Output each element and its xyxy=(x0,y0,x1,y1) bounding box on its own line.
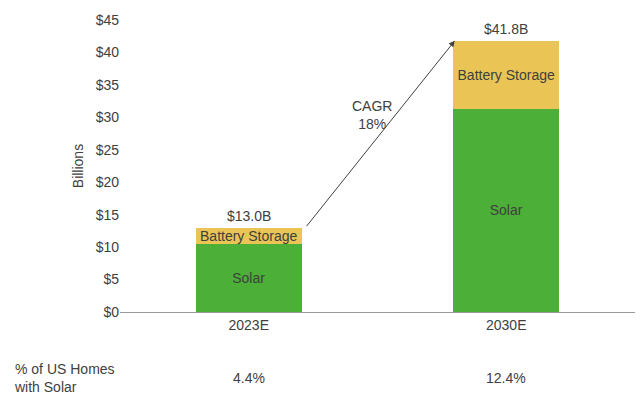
svg-text:4.4%: 4.4% xyxy=(233,370,265,386)
svg-text:2023E: 2023E xyxy=(229,317,269,333)
svg-text:$20: $20 xyxy=(96,174,120,190)
svg-text:% of US Homeswith Solar: % of US Homeswith Solar xyxy=(14,361,115,395)
svg-text:Solar: Solar xyxy=(490,202,523,218)
svg-text:Battery Storage: Battery Storage xyxy=(458,67,555,83)
svg-text:$40: $40 xyxy=(96,44,120,60)
svg-text:CAGR18%: CAGR18% xyxy=(352,98,392,132)
svg-text:$0: $0 xyxy=(103,304,119,320)
svg-text:$45: $45 xyxy=(96,12,120,28)
svg-text:$25: $25 xyxy=(96,142,120,158)
svg-text:$35: $35 xyxy=(96,77,120,93)
svg-text:$30: $30 xyxy=(96,109,120,125)
svg-text:Battery Storage: Battery Storage xyxy=(200,228,297,244)
svg-text:12.4%: 12.4% xyxy=(486,370,526,386)
svg-text:$5: $5 xyxy=(103,271,119,287)
svg-text:Billions: Billions xyxy=(70,144,86,188)
svg-text:$13.0B: $13.0B xyxy=(227,208,271,224)
svg-text:$15: $15 xyxy=(96,207,120,223)
svg-text:Solar: Solar xyxy=(232,270,265,286)
svg-text:2030E: 2030E xyxy=(486,317,526,333)
svg-text:$10: $10 xyxy=(96,239,120,255)
svg-text:$41.8B: $41.8B xyxy=(484,21,528,37)
